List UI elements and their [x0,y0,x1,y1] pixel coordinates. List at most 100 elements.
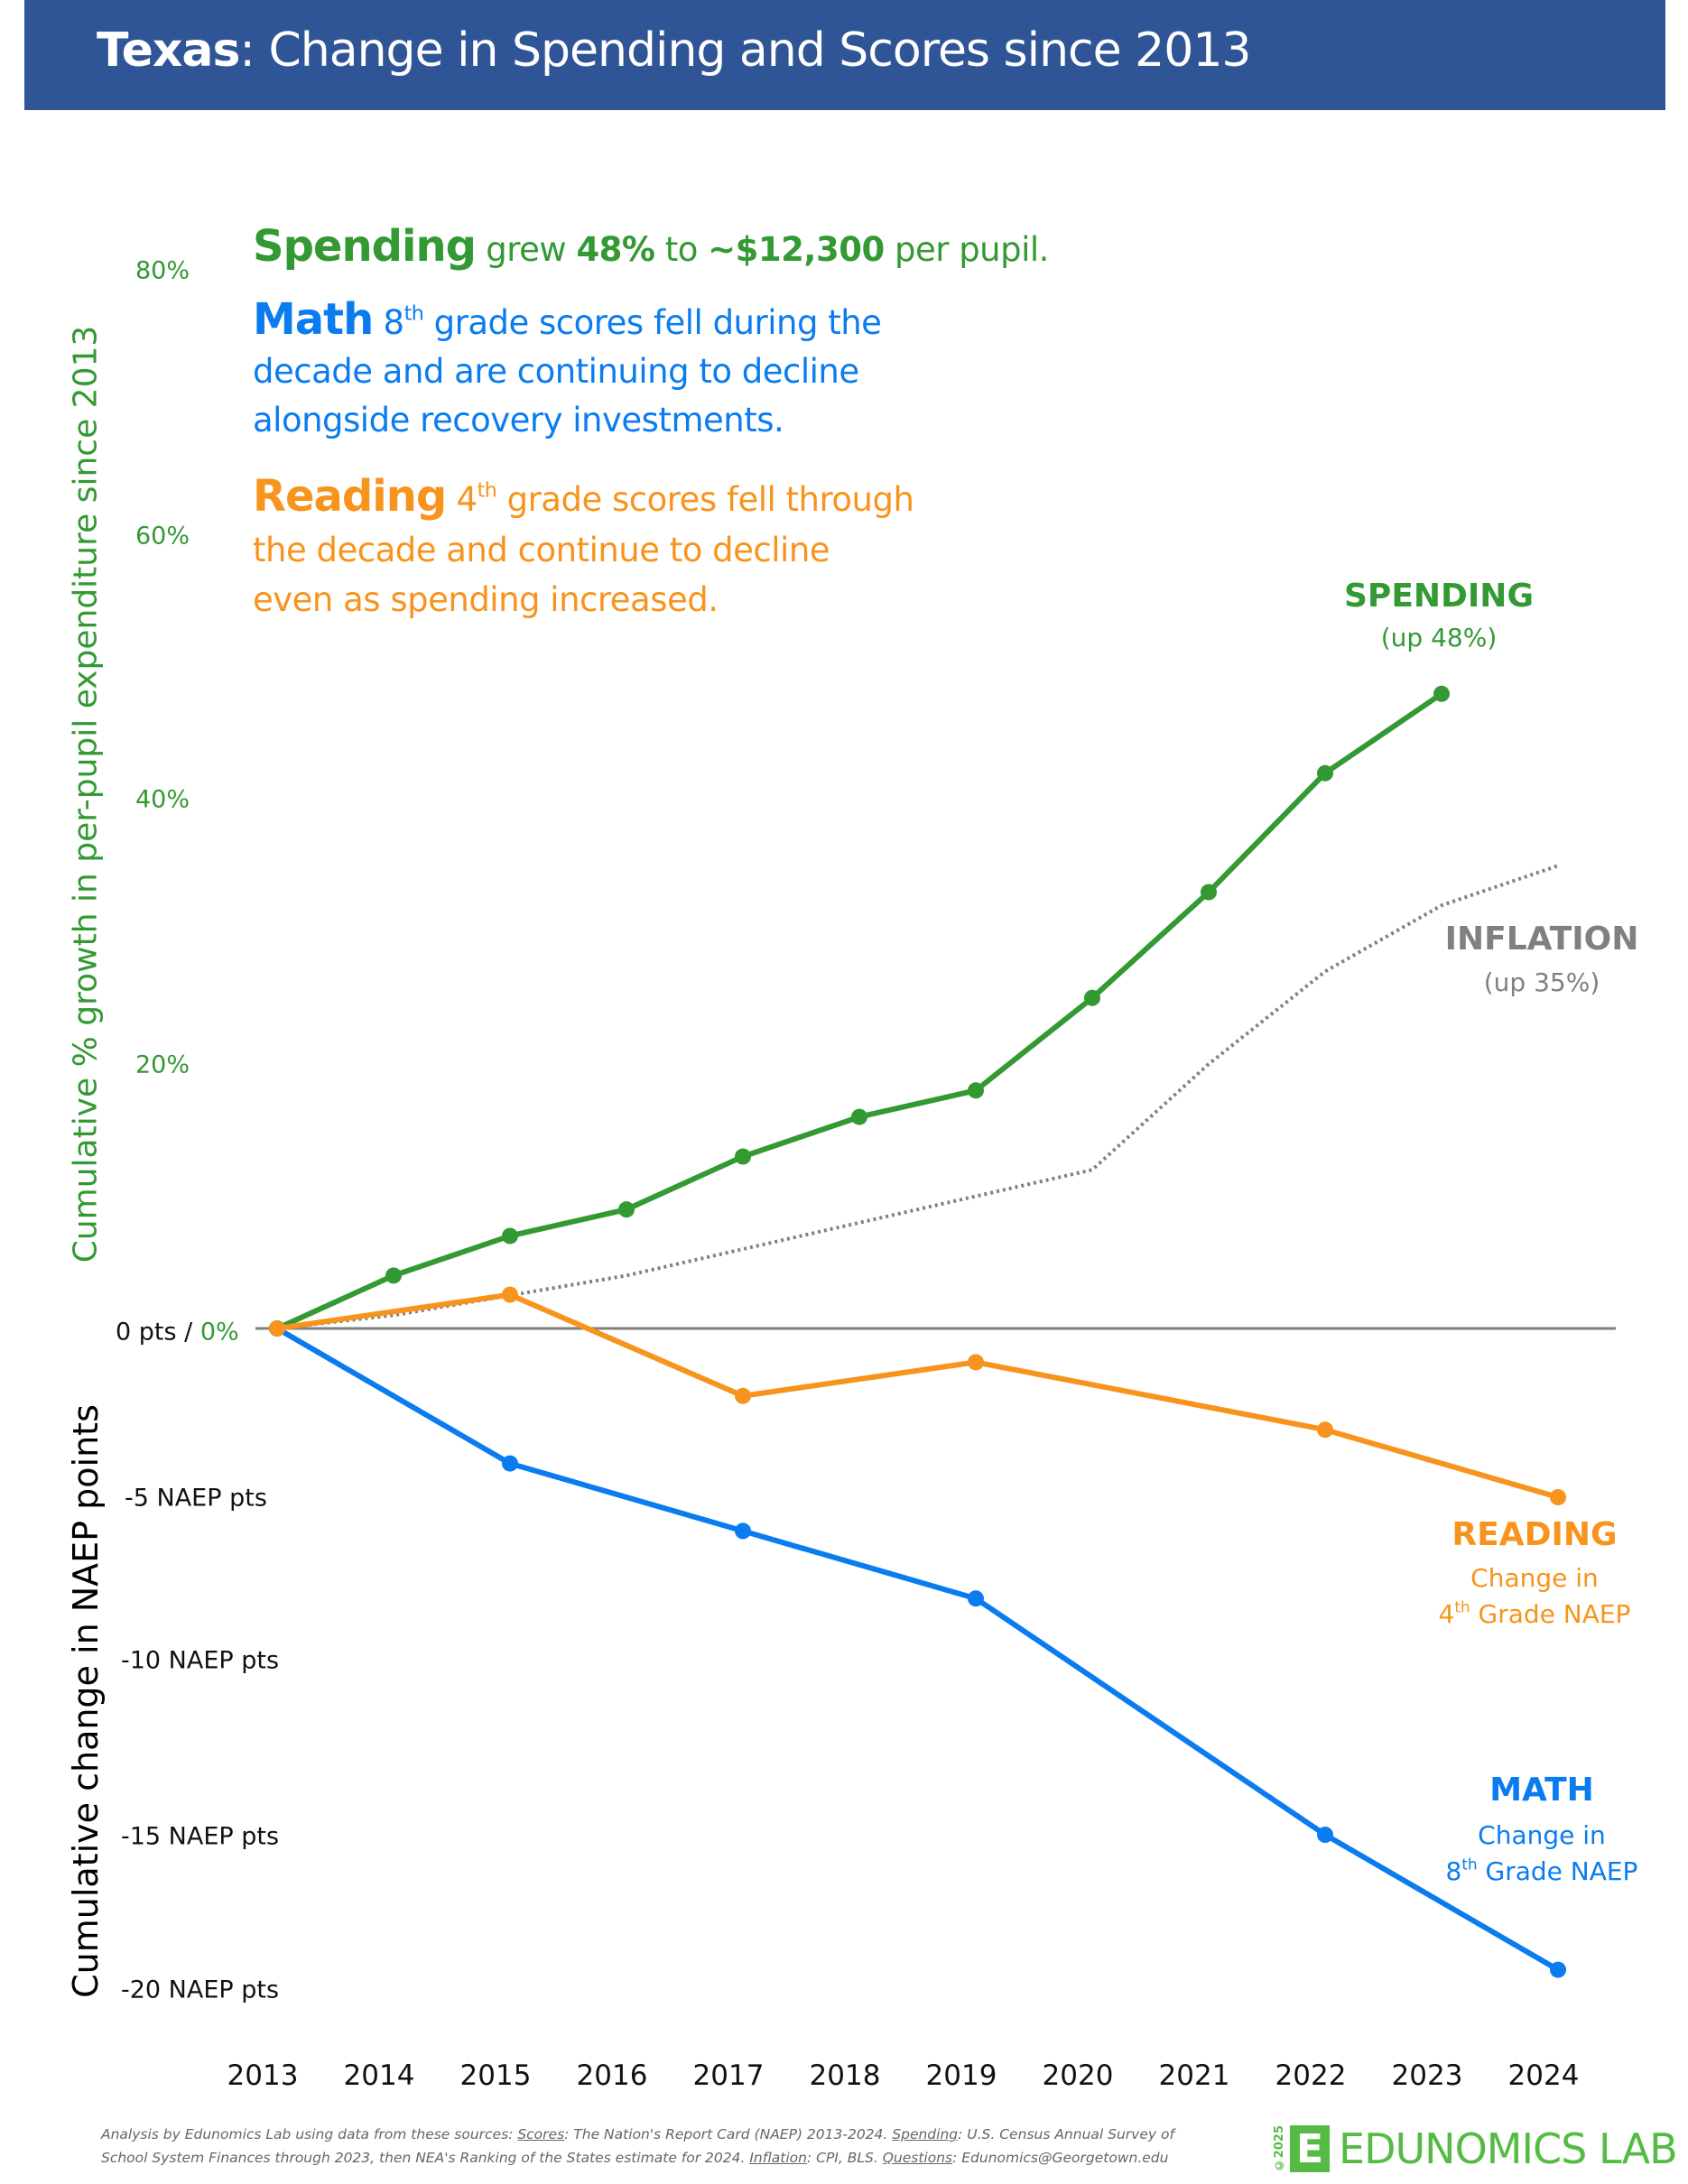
spending-point-2014 [385,1267,402,1284]
math-annotation-head: Math [253,294,374,345]
reading-grade-sup: th [477,478,497,503]
math-series-label: MATH [1489,1772,1594,1809]
x-tick-label-2014: 2014 [343,2059,415,2092]
math-grade: 8 [383,303,405,342]
math-grade-sup: th [403,301,424,326]
spending-point-2016 [618,1201,635,1218]
math-annotation-line3: alongside recovery investments. [253,401,784,440]
x-tick-label-2013: 2013 [227,2059,299,2092]
series-layer [269,685,1566,1978]
spending-point-2019 [968,1082,984,1099]
title-bar: Texas: Change in Spending and Scores sin… [24,0,1665,110]
y-tick-label-minus5: -5 NAEP pts [125,1484,267,1513]
math-series-line [275,1326,1560,1973]
x-tick-label-2021: 2021 [1158,2059,1230,2092]
reading-point-2013 [269,1320,285,1337]
footer-text: Analysis by Edunomics Lab using data fro… [101,2126,518,2142]
x-tick-label-2020: 2020 [1042,2059,1114,2092]
footer-text: : CPI, BLS. [806,2150,883,2166]
reading-annotation-head: Reading [253,471,447,522]
y-tick-label-minus15: -15 NAEP pts [121,1822,280,1851]
inflation-series-line [276,864,1559,1330]
math-annotation-line1: grade scores fell during the [423,303,882,342]
y-tick-label-minus20: -20 NAEP pts [121,1976,280,2004]
y-tick-label-minus10: -10 NAEP pts [121,1646,280,1675]
copyright-notice: ©2025 [1273,2125,1286,2172]
footer-text: : The Nation's Report Card (NAEP) 2013-2… [564,2126,893,2142]
reading-annotation-line3: even as spending increased. [253,580,719,619]
reading-grade-num: 4 [1438,1599,1455,1629]
math-point-2019 [968,1590,984,1607]
spending-series-sublabel: (up 48%) [1380,623,1498,652]
title-rest: : Change in Spending and Scores since 20… [239,23,1251,78]
spending-annotation-pct: 48% [576,230,655,269]
reading-grade-sup: th [1454,1597,1470,1616]
zero-label-pts: 0 pts / [116,1318,200,1346]
source-footnote: Analysis by Edunomics Lab using data fro… [101,2123,1211,2170]
spending-point-2021 [1201,884,1217,901]
y-tick-label-80: 80% [135,256,190,285]
spending-point-2017 [735,1148,751,1165]
math-point-2022 [1317,1827,1333,1843]
reading-grade-rest: Grade NAEP [1470,1599,1631,1629]
inflation-series-label: INFLATION [1444,921,1639,958]
logo-mark-icon: E [1290,2125,1330,2172]
reading-point-2024 [1550,1489,1566,1505]
x-tick-label-2024: 2024 [1507,2059,1580,2092]
math-point-2017 [735,1522,751,1540]
y-tick-label-20: 20% [135,1050,190,1079]
x-tick-label-2022: 2022 [1275,2059,1347,2092]
x-tick-label-2023: 2023 [1391,2059,1463,2092]
spending-point-2022 [1317,764,1333,782]
math-point-2015 [502,1455,518,1472]
x-tick-label-2019: 2019 [925,2059,997,2092]
x-tick-label-2016: 2016 [576,2059,648,2092]
page-title: Texas: Change in Spending and Scores sin… [97,23,1252,78]
reading-point-2019 [968,1354,984,1371]
spending-annotation: Spending grew 48% to ~$12,300 per pupil. [253,221,1049,272]
reading-point-2022 [1317,1421,1333,1439]
y-tick-label-zero: 0 pts / 0% [116,1319,239,1346]
y-axis-title-spending: Cumulative % growth in per-pupil expendi… [67,325,105,1263]
y-axis-title-naep: Cumulative change in NAEP points [66,1404,106,1998]
reading-point-2017 [735,1387,751,1404]
zero-label-pct: 0% [199,1318,239,1346]
spending-annotation-head: Spending [253,221,477,272]
spending-point-2023 [1433,685,1450,702]
spending-series-label: SPENDING [1344,578,1534,615]
math-series-sublabel-2: 8th Grade NAEP [1446,1856,1638,1886]
footer-inflation-label: Inflation [749,2150,807,2166]
spending-annotation-text: to [654,230,709,269]
spending-point-2018 [851,1108,867,1125]
logo-wordmark: EDUNOMICS LAB [1339,2124,1678,2173]
edunomics-logo: ©2025 E EDUNOMICS LAB [1273,2123,1678,2175]
y-tick-label-40: 40% [135,785,190,814]
spending-annotation-text: per pupil. [884,230,1049,269]
reading-annotation-line2: the decade and continue to decline [253,531,830,569]
inflation-series-sublabel: (up 35%) [1483,967,1600,997]
footer-spending-label: Spending [892,2126,959,2142]
x-tick-label-2015: 2015 [459,2059,532,2092]
footer-email: : Edunomics@Georgetown.edu [952,2150,1169,2166]
reading-annotation-line1: grade scores fell through [496,480,914,519]
math-annotation-line2: decade and are continuing to decline [253,352,859,391]
math-grade-num: 8 [1445,1856,1462,1886]
spending-annotation-amount: ~$12,300 [708,230,885,269]
reading-series-sublabel-2: 4th Grade NAEP [1439,1599,1631,1629]
y-tick-label-60: 60% [135,522,190,551]
footer-questions-label: Questions [882,2150,953,2166]
math-point-2024 [1550,1961,1566,1978]
math-series-sublabel-1: Change in [1478,1820,1606,1850]
reading-grade: 4 [456,480,478,519]
footer-scores-label: Scores [517,2126,565,2142]
x-tick-label-2017: 2017 [692,2059,765,2092]
x-tick-label-2018: 2018 [809,2059,881,2092]
reading-series-sublabel-1: Change in [1470,1563,1599,1593]
reading-series-line [276,1291,1559,1500]
reading-point-2015 [502,1286,518,1303]
title-state: Texas [97,23,240,78]
spending-point-2020 [1084,989,1100,1006]
spending-point-2015 [502,1227,518,1245]
footer-text: : U.S. Census Annual Survey of School Sy… [101,2126,1174,2166]
